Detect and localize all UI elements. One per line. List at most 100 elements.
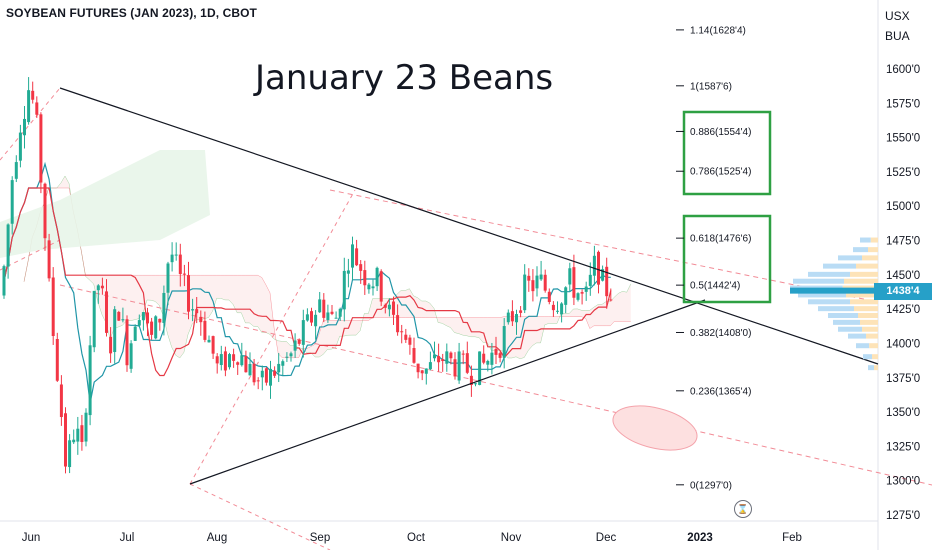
fib-level-label: 0.618(1476'6) [690,234,751,245]
candle [18,132,22,161]
currency-unit-label[interactable]: USX BUA [885,6,910,46]
candle [387,304,391,310]
candle [560,303,564,315]
volume-profile-bar [870,237,878,243]
candle [576,293,580,300]
price-axis: 1600'0 1575'0 1550'0 1525'0 1500'0 1475'0 1450… [886,64,920,522]
candle [588,274,592,286]
candle [43,183,47,239]
fib-box-lower [682,214,772,304]
candle [39,114,43,183]
candle [146,312,149,324]
candle [375,267,379,287]
candle [367,284,371,290]
x-tick-label: 2023 [687,532,713,544]
candle [51,277,55,336]
volume-profile-bar [862,255,878,261]
fib-level-label: 0(1297'0) [690,480,732,491]
channel-line [329,189,879,303]
indicator-lines [3,161,612,404]
candle [281,361,285,366]
candle [285,356,289,358]
candle [141,312,145,321]
y-tick-label: 1300'0 [886,476,920,488]
volume-profile-bar [868,365,874,371]
candle [408,337,412,345]
candle [490,352,494,365]
candle [474,383,477,385]
candle [457,351,461,381]
candle [232,354,236,361]
volume-profile-bar [863,354,872,360]
candle [551,304,555,311]
volume-profile-bar [868,247,878,253]
candle [80,425,84,442]
volume-profile-icon[interactable]: ⌛ [734,500,752,518]
trend-channels [0,87,932,550]
x-tick-label: Sep [310,532,330,544]
candle [334,317,338,319]
candle [178,254,182,274]
candle [371,286,375,289]
candle [236,362,240,365]
candle [14,162,18,179]
volume-profile [790,237,878,371]
candle [174,254,178,256]
candle [506,312,510,323]
candle [494,348,498,355]
y-tick-label: 1275'0 [886,510,920,522]
candle [203,320,207,340]
candle [392,301,395,315]
candle [330,311,334,314]
candle [510,311,514,322]
candlestick-series [2,77,613,474]
candle [228,354,231,368]
candle [433,354,436,359]
drawings [59,87,879,485]
x-tick-label: Jun [22,532,41,544]
candle [359,264,363,271]
chart-title: SOYBEAN FUTURES (JAN 2023), 1D, CBOT [6,6,257,20]
x-tick-label: Jul [120,532,135,544]
candle [158,318,162,323]
last-price-tag: 1438'4 [874,283,932,300]
x-tick-label: Oct [407,532,426,544]
volume-profile-bar [838,255,862,261]
volume-profile-bar [854,306,878,312]
candle [592,255,596,276]
volume-profile-bar [862,326,878,332]
candle [96,285,100,291]
candle [543,274,547,291]
target-ellipse [612,405,698,451]
candle [23,118,26,136]
candle [482,353,486,363]
currency-label: USX [885,9,910,23]
senkou-a-line [23,175,632,360]
candle [199,316,203,323]
volume-profile-bar [869,343,878,349]
candle [256,380,260,382]
candle [572,267,576,298]
annotation-title: January 23 Beans [255,58,554,98]
channel-line [189,483,331,550]
cloud-bull-area [0,150,210,258]
candle [133,326,137,341]
candle [125,319,129,366]
volume-profile-bar [808,271,850,277]
candle [597,251,600,285]
candle [273,370,277,376]
candle [400,331,404,333]
candle [117,311,121,321]
candle [404,334,408,340]
volume-profile-bar [798,292,846,298]
volume-profile-bar [872,354,878,360]
tenkan-line [3,161,611,404]
fib-level-label: 0.786(1525'4) [690,167,751,178]
candle [478,351,482,385]
candle [215,356,219,364]
candle [109,336,113,354]
candle [2,266,6,296]
candle [424,368,428,374]
candle [428,362,432,370]
